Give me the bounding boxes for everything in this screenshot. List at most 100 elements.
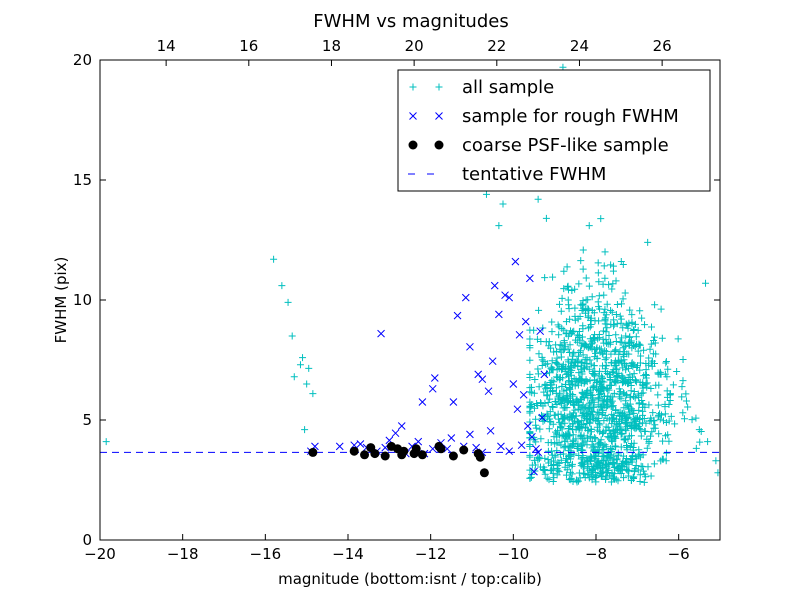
point-all-sample	[599, 428, 607, 436]
point-all-sample	[571, 285, 579, 293]
point-all-sample	[526, 451, 534, 459]
point-all-sample	[634, 326, 642, 334]
point-all-sample	[532, 421, 540, 429]
point-all-sample	[588, 293, 596, 301]
point-all-sample	[526, 434, 534, 442]
point-all-sample	[559, 346, 567, 354]
point-all-sample	[542, 214, 550, 222]
point-rough-fwhm	[466, 430, 474, 439]
point-all-sample	[564, 447, 572, 455]
point-all-sample	[556, 391, 564, 399]
point-all-sample	[608, 308, 616, 316]
point-all-sample	[553, 354, 561, 362]
chart-title: FWHM vs magnitudes	[313, 11, 508, 32]
point-all-sample	[641, 427, 649, 435]
legend: all sample sample for rough FWHM coarse PS…	[397, 69, 711, 192]
point-all-sample	[602, 368, 610, 376]
point-all-sample	[542, 338, 550, 346]
point-rough-fwhm	[523, 422, 532, 430]
point-rough-fwhm	[505, 293, 514, 302]
point-all-sample	[671, 420, 679, 428]
point-all-sample	[607, 432, 615, 440]
point-all-sample	[566, 394, 574, 402]
point-all-sample	[538, 353, 546, 361]
point-all-sample	[535, 306, 543, 314]
point-rough-fwhm	[453, 311, 462, 320]
point-all-sample	[631, 425, 639, 433]
point-all-sample	[563, 283, 571, 291]
point-all-sample	[547, 344, 555, 352]
point-all-sample	[551, 411, 559, 419]
point-all-sample	[630, 370, 638, 378]
point-all-sample	[628, 311, 636, 319]
point-all-sample	[640, 414, 648, 422]
point-all-sample	[571, 336, 579, 344]
point-all-sample	[575, 280, 583, 288]
point-all-sample	[587, 398, 595, 406]
point-all-sample	[579, 246, 587, 254]
point-all-sample	[538, 362, 546, 370]
point-all-sample	[564, 332, 572, 340]
point-all-sample	[608, 469, 616, 477]
point-all-sample	[574, 405, 582, 413]
point-all-sample	[583, 464, 591, 472]
point-all-sample	[642, 380, 650, 388]
point-all-sample	[576, 312, 584, 320]
point-all-sample	[567, 371, 575, 379]
legend-marker-dot	[408, 140, 418, 150]
point-all-sample	[712, 457, 720, 465]
point-rough-fwhm	[335, 442, 344, 451]
x-tick-label: −12	[415, 545, 447, 563]
point-all-sample	[579, 265, 587, 273]
x-tick-label: −20	[84, 545, 116, 563]
point-all-sample	[592, 435, 600, 443]
point-all-sample	[591, 317, 599, 325]
point-all-sample	[610, 389, 618, 397]
point-all-sample	[599, 327, 607, 335]
point-all-sample	[602, 336, 610, 344]
point-psf-like	[360, 450, 370, 460]
point-all-sample	[662, 357, 670, 365]
point-all-sample	[610, 463, 618, 471]
point-all-sample	[532, 424, 540, 432]
point-all-sample	[584, 427, 592, 435]
point-all-sample	[714, 469, 720, 477]
point-all-sample	[704, 438, 712, 446]
point-rough-fwhm	[536, 327, 545, 336]
point-all-sample	[636, 366, 644, 374]
point-all-sample	[578, 358, 586, 366]
point-all-sample	[586, 377, 594, 385]
point-all-sample	[611, 347, 619, 355]
point-all-sample	[577, 462, 585, 470]
point-all-sample	[624, 423, 632, 431]
point-all-sample	[647, 340, 655, 348]
point-all-sample	[659, 455, 667, 463]
point-all-sample	[634, 466, 642, 474]
point-all-sample	[573, 478, 581, 486]
y-tick-label: 15	[73, 171, 92, 189]
point-all-sample	[561, 433, 569, 441]
point-all-sample	[662, 457, 670, 465]
point-all-sample	[647, 384, 655, 392]
point-all-sample	[589, 403, 597, 411]
point-rough-fwhm	[530, 467, 538, 476]
point-all-sample	[585, 399, 593, 407]
point-all-sample	[569, 426, 577, 434]
point-all-sample	[612, 346, 620, 354]
point-all-sample	[604, 340, 612, 348]
legend-entry: tentative FWHM	[408, 164, 606, 185]
point-all-sample	[533, 400, 541, 408]
point-all-sample	[663, 393, 671, 401]
point-all-sample	[563, 370, 571, 378]
point-all-sample	[642, 359, 650, 367]
point-all-sample	[602, 404, 610, 412]
point-all-sample	[570, 400, 578, 408]
point-all-sample	[612, 331, 620, 339]
point-all-sample	[639, 467, 647, 475]
point-all-sample	[639, 384, 647, 392]
point-all-sample	[616, 466, 624, 474]
legend-marker-plus	[435, 83, 443, 91]
point-rough-fwhm	[505, 447, 514, 456]
point-all-sample	[547, 467, 555, 475]
point-all-sample	[600, 445, 608, 453]
